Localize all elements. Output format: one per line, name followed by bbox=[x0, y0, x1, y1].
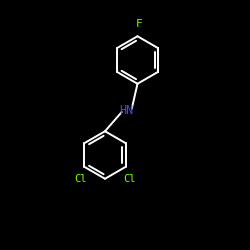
Text: F: F bbox=[136, 19, 143, 29]
Text: HN: HN bbox=[119, 104, 134, 117]
Text: Cl: Cl bbox=[123, 174, 136, 184]
Text: Cl: Cl bbox=[74, 174, 87, 184]
